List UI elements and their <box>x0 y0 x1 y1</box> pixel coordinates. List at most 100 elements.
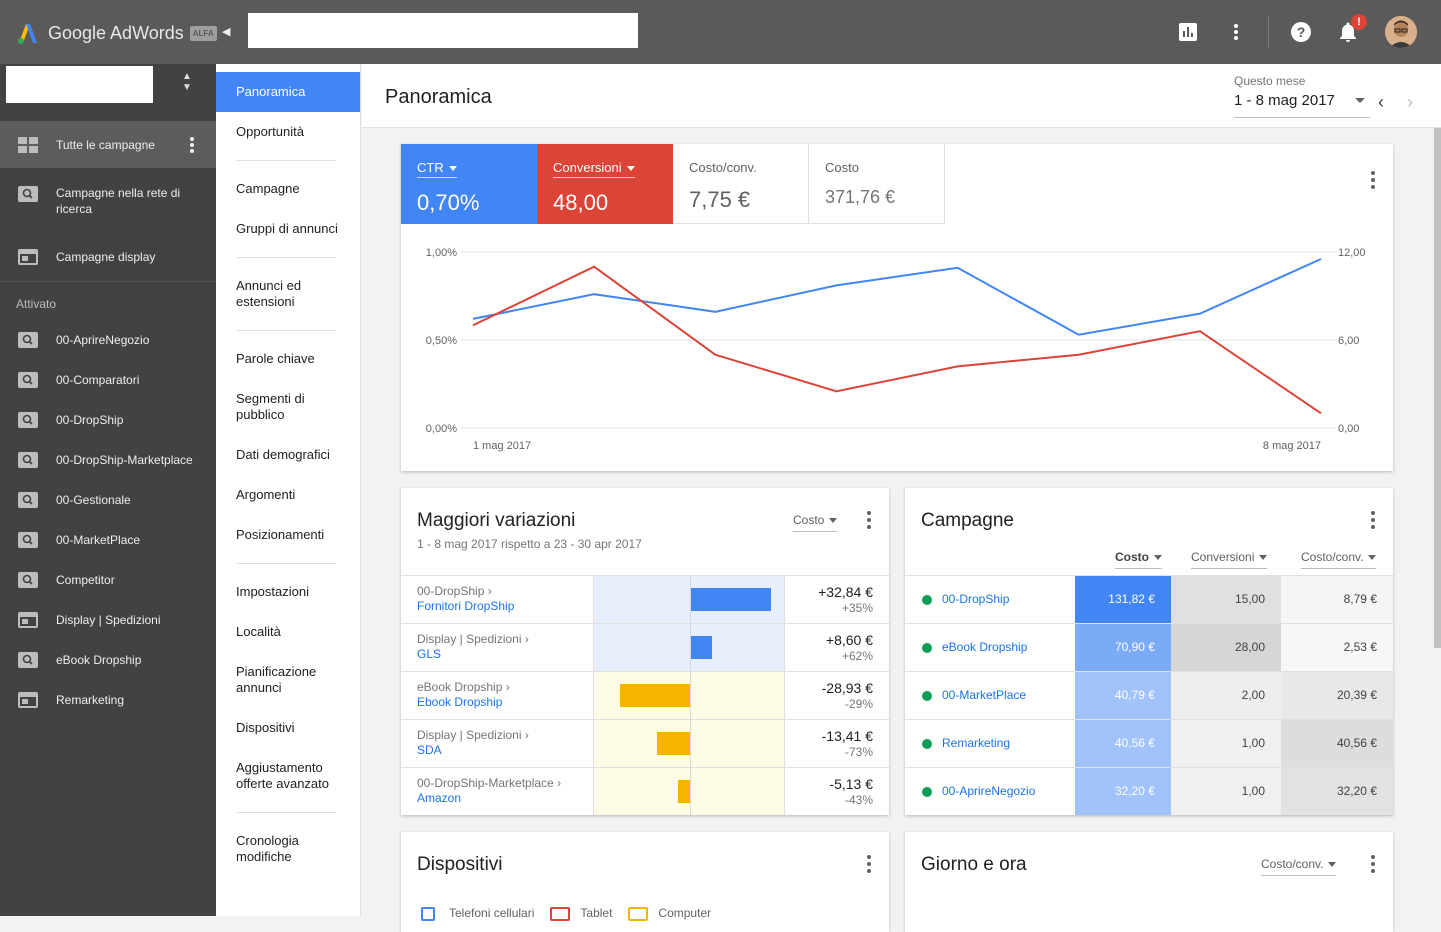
nav-item-aggiustamento-offerte-avanzato[interactable]: Aggiustamento offerte avanzato <box>236 760 329 791</box>
metric-select[interactable]: Costo <box>793 513 838 532</box>
ad-group-link[interactable]: Fornitori DropShip <box>417 599 515 613</box>
change-bar <box>691 588 771 611</box>
metric-tile-conversions[interactable]: Conversioni 48,00 <box>537 144 673 224</box>
metric-tile-ctr[interactable]: CTR 0,70% <box>401 144 537 224</box>
more-vert-icon[interactable] <box>866 855 872 873</box>
conversions-cell: 1,00 <box>1171 768 1281 815</box>
sidebar-item-search-campaigns[interactable]: Campagne nella rete di ricerca <box>0 180 216 228</box>
metric-tile-cost-per-conv[interactable]: Costo/conv. 7,75 € <box>673 144 809 224</box>
table-row[interactable]: 00-DropShip-Marketplace › Amazon -5,13 € -4… <box>401 767 889 815</box>
table-row[interactable]: eBook Dropship › Ebook Dropship -28,93 € -2… <box>401 671 889 719</box>
sidebar-item-display-campaigns[interactable]: Campagne display <box>0 244 216 274</box>
nav-item-parole-chiave[interactable]: Parole chiave <box>236 351 315 366</box>
search-campaign-icon <box>18 186 38 202</box>
table-row[interactable]: eBook Dropship 70,90 €28,00 2,53 € <box>905 623 1393 671</box>
sidebar-campaign-item[interactable]: 00-AprireNegozio <box>0 326 216 356</box>
more-vert-icon[interactable] <box>1370 855 1376 873</box>
more-vert-icon[interactable] <box>1222 18 1250 46</box>
avatar[interactable] <box>1385 16 1417 48</box>
change-percent: +62% <box>841 649 873 663</box>
sidebar-section-label: Attivato <box>16 297 57 311</box>
ad-group-link[interactable]: GLS <box>417 647 442 661</box>
more-vert-icon[interactable] <box>190 137 194 156</box>
notifications-icon[interactable]: ! <box>1334 14 1367 46</box>
sidebar-campaign-item[interactable]: eBook Dropship <box>0 646 216 676</box>
campaign-link[interactable]: 00-AprireNegozio <box>942 784 1036 798</box>
nav-item-gruppi-di-annunci[interactable]: Gruppi di annunci <box>236 221 338 236</box>
reports-icon[interactable] <box>1174 18 1202 46</box>
row-name: 00-DropShip-Marketplace › Amazon <box>417 776 561 806</box>
checkbox-icon <box>628 906 649 921</box>
nav-item-dati-demografici[interactable]: Dati demografici <box>236 447 330 462</box>
nav-item-panoramica[interactable]: Panoramica <box>236 84 306 99</box>
table-row[interactable]: Display | Spedizioni › GLS +8,60 € +62% <box>401 623 889 671</box>
table-row[interactable]: 00-DropShip 131,82 €15,00 8,79 € <box>905 575 1393 623</box>
nav-item-segmenti-di-pubblico[interactable]: Segmenti di pubblico <box>236 391 305 422</box>
legend-item-computer[interactable]: Computer <box>628 906 711 921</box>
campaign-link[interactable]: eBook Dropship <box>942 640 1028 654</box>
table-row[interactable]: 00-MarketPlace 40,79 €2,00 20,39 € <box>905 671 1393 719</box>
sidebar-campaign-item[interactable]: 00-DropShip-Marketplace <box>0 446 216 476</box>
ad-group-link[interactable]: SDA <box>417 743 442 757</box>
sidebar-item-label: eBook Dropship <box>56 653 142 667</box>
metric-label[interactable]: CTR <box>417 160 444 175</box>
nav-item-posizionamenti[interactable]: Posizionamenti <box>236 527 325 542</box>
sidebar-campaign-item[interactable]: Display | Spedizioni <box>0 606 216 636</box>
more-vert-icon[interactable] <box>1370 171 1376 189</box>
column-header-cost-per-conv[interactable]: Costo/conv. <box>1301 550 1377 569</box>
nav-item-cronologia-modifiche[interactable]: Cronologia modifiche <box>236 833 299 864</box>
page-scrollbar[interactable] <box>1434 128 1441 648</box>
legend-item-mobile[interactable]: Telefoni cellulari <box>421 906 534 921</box>
help-icon[interactable]: ? <box>1287 18 1315 46</box>
sidebar-campaign-item[interactable]: 00-DropShip <box>0 406 216 436</box>
sidebar-campaign-item[interactable]: 00-Gestionale <box>0 486 216 516</box>
table-row[interactable]: 00-DropShip › Fornitori DropShip +32,84 € +… <box>401 575 889 623</box>
sidebar-campaign-item[interactable]: Remarketing <box>0 686 216 716</box>
search-input[interactable] <box>248 13 638 48</box>
nav-item-dispositivi[interactable]: Dispositivi <box>236 720 295 735</box>
column-header-cost[interactable]: Costo <box>1115 550 1162 569</box>
column-header-conversions[interactable]: Conversioni <box>1191 550 1268 569</box>
sidebar-campaign-item[interactable]: Competitor <box>0 566 216 596</box>
table-row[interactable]: 00-AprireNegozio 32,20 €1,00 32,20 € <box>905 767 1393 815</box>
more-vert-icon[interactable] <box>866 511 872 529</box>
nav-item-pianificazione-annunci[interactable]: Pianificazione annunci <box>236 664 317 695</box>
account-switch-icon[interactable]: ▲ ▼ <box>182 71 192 93</box>
campaign-link[interactable]: Remarketing <box>942 736 1011 750</box>
chevron-down-icon[interactable] <box>1355 98 1365 103</box>
row-name: Display | Spedizioni › SDA <box>417 728 529 758</box>
nav-item-impostazioni[interactable]: Impostazioni <box>236 584 309 599</box>
nav-item-localit-[interactable]: Località <box>236 624 281 639</box>
table-row[interactable]: Display | Spedizioni › SDA -13,41 € -73% <box>401 719 889 767</box>
nav-item-campagne[interactable]: Campagne <box>236 181 300 196</box>
nav-item-argomenti[interactable]: Argomenti <box>236 487 296 502</box>
metric-select[interactable]: Costo/conv. <box>1261 857 1337 876</box>
sidebar-item-all-campaigns[interactable]: Tutte le campagne <box>0 121 216 168</box>
metric-value: 7,75 € <box>689 187 751 212</box>
metric-label[interactable]: Conversioni <box>553 160 622 175</box>
metric-value: 48,00 <box>553 190 609 215</box>
sidebar-campaign-item[interactable]: 00-Comparatori <box>0 366 216 396</box>
ad-group-link[interactable]: Amazon <box>417 791 462 805</box>
row-name: Display | Spedizioni › GLS <box>417 632 529 662</box>
adwords-logo[interactable]: Google AdWords ALFA <box>16 20 217 46</box>
metric-label: Costo/conv. <box>689 160 757 175</box>
table-row[interactable]: Remarketing 40,56 €1,00 40,56 € <box>905 719 1393 767</box>
metric-tile-cost[interactable]: Costo 371,76 € <box>809 144 945 224</box>
campaign-link[interactable]: 00-MarketPlace <box>942 688 1027 702</box>
next-period-icon[interactable]: › <box>1407 92 1413 112</box>
ad-group-link[interactable]: Ebook Dropship <box>417 695 503 709</box>
account-selector-input[interactable] <box>6 66 153 103</box>
legend-item-tablet[interactable]: Tablet <box>550 906 612 921</box>
search-campaign-icon <box>18 532 38 548</box>
campaign-link[interactable]: 00-DropShip <box>942 592 1010 606</box>
campaign-name: Display | Spedizioni › <box>417 632 529 646</box>
sidebar-campaign-item[interactable]: 00-MarketPlace <box>0 526 216 556</box>
nav-item-annunci-ed-estensioni[interactable]: Annunci ed estensioni <box>236 278 302 309</box>
more-vert-icon[interactable] <box>1370 511 1376 529</box>
date-range-select[interactable]: 1 - 8 mag 2017 <box>1234 92 1370 118</box>
change-value: -13,41 € <box>821 728 873 744</box>
collapse-nav-icon[interactable]: ◀ <box>222 26 231 38</box>
previous-period-icon[interactable]: ‹ <box>1378 92 1384 112</box>
nav-item-opportunit-[interactable]: Opportunità <box>236 124 304 139</box>
